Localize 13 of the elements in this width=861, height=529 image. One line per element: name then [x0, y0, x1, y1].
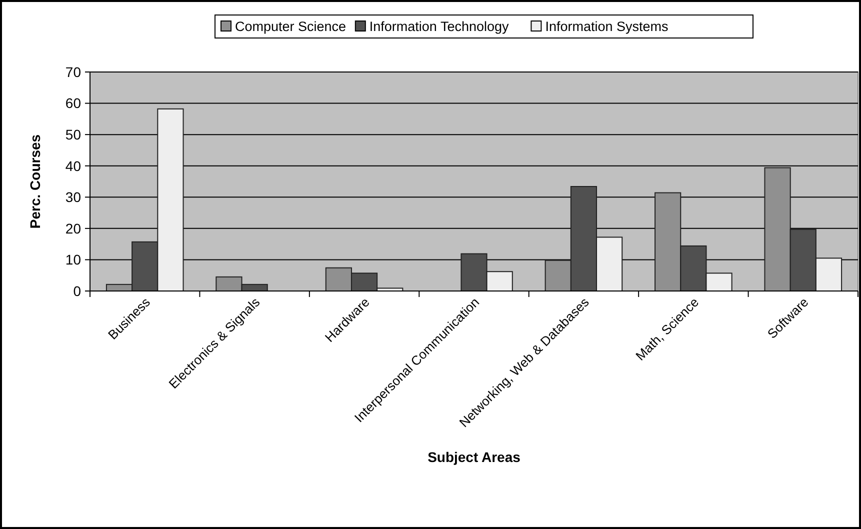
y-tick-label: 60 [65, 95, 82, 112]
y-tick-label: 0 [73, 282, 82, 299]
y-tick-label: 70 [65, 64, 82, 80]
y-tick-label: 30 [65, 189, 82, 206]
y-tick-label: 40 [65, 158, 82, 174]
y-tick-label: 20 [65, 220, 82, 236]
legend-label: Information Systems [545, 19, 668, 34]
y-axis-title: Perc. Courses [27, 134, 43, 229]
x-axis-title: Subject Areas [428, 449, 521, 465]
y-tick-label: 50 [65, 126, 82, 142]
legend-label: Information Technology [369, 19, 509, 34]
legend-label: Computer Science [235, 19, 346, 34]
y-tick-label: 10 [65, 252, 82, 268]
